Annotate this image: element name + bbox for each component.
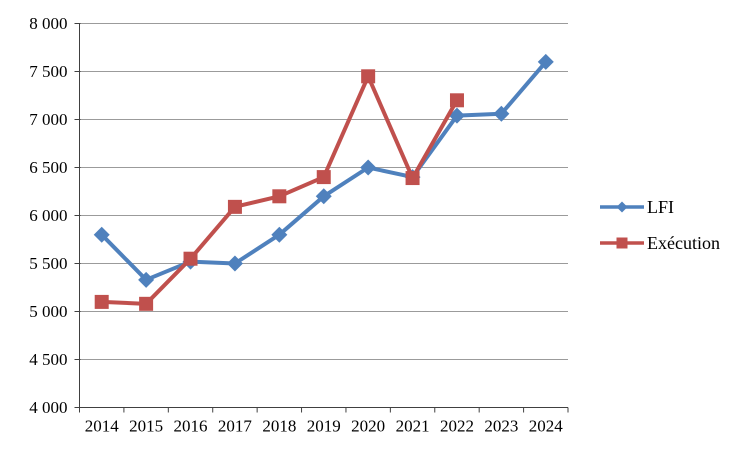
data-point-execution xyxy=(183,251,198,266)
data-point-lfi xyxy=(448,107,465,124)
y-axis-label: 5 500 xyxy=(29,254,67,273)
y-axis-label: 7 500 xyxy=(29,62,67,81)
x-axis-label: 2023 xyxy=(484,417,518,436)
legend-item-execution: Exécution xyxy=(599,231,720,255)
data-point-execution xyxy=(405,171,420,186)
x-axis-label: 2018 xyxy=(262,417,296,436)
data-point-execution xyxy=(449,93,464,108)
x-axis-label: 2019 xyxy=(307,417,341,436)
data-point-execution xyxy=(227,199,242,214)
data-point-lfi xyxy=(93,226,110,243)
data-point-lfi xyxy=(138,271,155,288)
x-axis-label: 2021 xyxy=(396,417,430,436)
y-axis-label: 8 000 xyxy=(29,14,67,33)
x-axis-label: 2016 xyxy=(174,417,208,436)
x-axis-label: 2014 xyxy=(85,417,120,436)
execution-line-marker-icon xyxy=(600,237,644,249)
legend-item-lfi: LFI xyxy=(599,195,720,219)
data-point-lfi xyxy=(271,226,288,243)
data-point-execution xyxy=(272,189,287,204)
legend-label-execution: Exécution xyxy=(647,233,720,253)
y-axis-label: 4 500 xyxy=(29,350,67,369)
y-axis-label: 4 000 xyxy=(29,398,67,417)
data-point-execution xyxy=(94,294,109,309)
data-point-lfi xyxy=(360,159,377,176)
data-point-lfi xyxy=(315,188,332,205)
x-axis-label: 2015 xyxy=(129,417,163,436)
legend-label-lfi: LFI xyxy=(647,197,674,217)
x-axis-label: 2022 xyxy=(440,417,474,436)
x-axis-label: 2020 xyxy=(351,417,385,436)
data-point-lfi xyxy=(226,255,243,272)
y-axis-label: 6 500 xyxy=(29,158,67,177)
data-point-lfi xyxy=(537,53,554,70)
data-point-lfi xyxy=(493,105,510,122)
data-point-execution xyxy=(316,170,331,185)
data-point-execution xyxy=(361,69,376,84)
data-point-execution xyxy=(139,296,154,311)
lfi-line-marker-icon xyxy=(600,201,644,213)
y-axis-label: 6 000 xyxy=(29,206,67,225)
x-axis-label: 2017 xyxy=(218,417,253,436)
legend: LFI Exécution xyxy=(599,195,720,267)
y-axis-label: 7 000 xyxy=(29,110,67,129)
x-axis-label: 2024 xyxy=(529,417,564,436)
y-axis-label: 5 000 xyxy=(29,302,67,321)
